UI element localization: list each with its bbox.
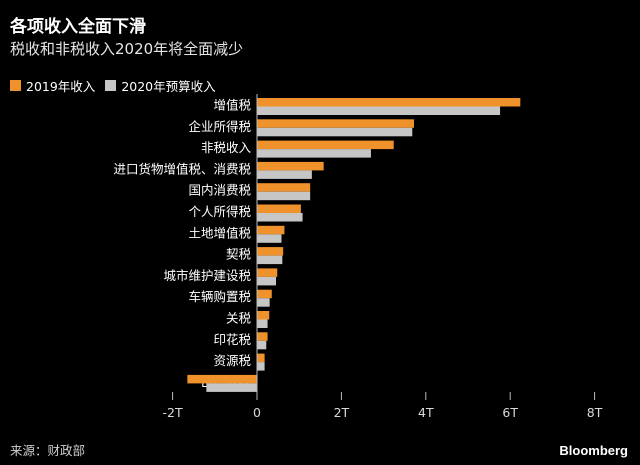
- x-tick-label: 0: [253, 405, 261, 420]
- category-label: 车辆购置税: [188, 289, 251, 304]
- bar-2020: [257, 213, 303, 222]
- chart-legend: 2019年收入 2020年预算收入: [10, 76, 226, 95]
- bar-2019: [257, 119, 414, 128]
- legend-label-2020: 2020年预算收入: [121, 79, 216, 94]
- bar-2019: [257, 204, 301, 213]
- bar-2020: [257, 362, 265, 371]
- bar-2019: [257, 225, 285, 235]
- category-label: 印花税: [213, 332, 251, 347]
- chart-title: 各项收入全面下滑: [10, 17, 146, 37]
- category-label: 增值税: [213, 98, 251, 113]
- bloomberg-logo: Bloomberg: [559, 443, 628, 458]
- bar-2019: [257, 311, 270, 320]
- bar-2019: [257, 247, 284, 256]
- bar-2019: [257, 268, 278, 277]
- category-label: 国内消费税: [188, 183, 251, 198]
- bar-2020: [206, 383, 257, 392]
- bar-2019: [257, 161, 324, 171]
- bar-2019: [257, 183, 311, 192]
- legend-label-2019: 2019年收入: [26, 79, 96, 94]
- bar-2020: [257, 127, 413, 137]
- category-label: 非税收入: [201, 140, 252, 155]
- bar-2019: [257, 353, 265, 363]
- category-label: 进口货物增值税、消费税: [113, 161, 251, 176]
- x-tick-label: 2T: [334, 405, 350, 420]
- bar-2020: [257, 298, 270, 307]
- x-tick-label: -2T: [163, 405, 183, 420]
- bar-2020: [257, 276, 276, 286]
- category-label: 个人所得税: [188, 204, 251, 219]
- bar-2019: [257, 140, 394, 150]
- chart-subtitle: 税收和非税收入2020年将全面减少: [10, 40, 244, 58]
- bar-2019: [257, 98, 521, 107]
- x-tick-label: 8T: [587, 405, 603, 420]
- bar-2019: [257, 332, 268, 341]
- bar-2019: [187, 374, 257, 384]
- legend-swatch-2020: [105, 80, 117, 91]
- category-label: 城市维护建设税: [163, 268, 251, 283]
- source-note: 来源：财政部: [10, 443, 86, 458]
- legend-item-2019: 2019年收入: [10, 76, 95, 95]
- legend-item-2020: 2020年预算收入: [105, 76, 216, 95]
- bar-2020: [257, 319, 268, 328]
- bar-2020: [257, 170, 312, 179]
- bar-2020: [257, 191, 311, 201]
- bar-2020: [257, 149, 371, 158]
- bar-2020: [257, 255, 283, 265]
- bar-2020: [257, 106, 501, 115]
- x-tick-label: 6T: [502, 405, 518, 420]
- category-label: 关税: [226, 311, 252, 326]
- category-label: 土地增值税: [188, 225, 251, 240]
- category-label: 企业所得税: [188, 119, 251, 134]
- bar-2020: [257, 234, 282, 243]
- category-label: 契税: [226, 247, 252, 262]
- legend-swatch-2019: [10, 80, 21, 91]
- x-tick-label: 4T: [418, 405, 434, 420]
- bar-2020: [257, 340, 267, 350]
- bar-2019: [257, 289, 272, 299]
- category-label: 资源税: [213, 353, 251, 368]
